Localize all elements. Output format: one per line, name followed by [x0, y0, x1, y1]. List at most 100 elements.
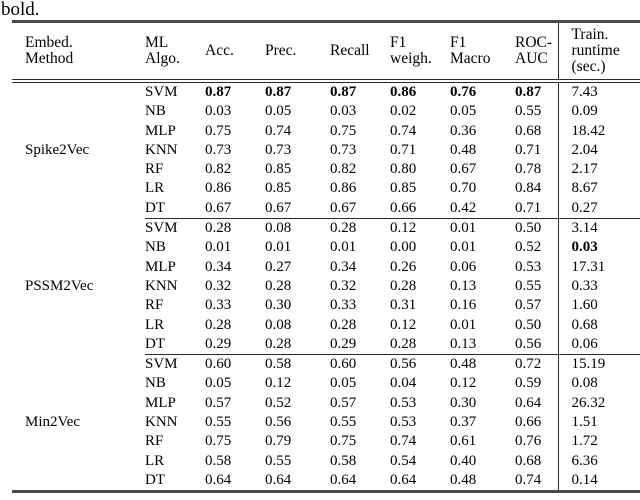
- metric-cell: 0.12: [390, 316, 417, 333]
- metric-cell: 0.28: [265, 335, 292, 352]
- metric-cell: 0.53: [390, 394, 417, 411]
- metric-cell: 0.42: [450, 199, 477, 216]
- metric-cell: 0.28: [390, 335, 417, 352]
- ml-algo-label: KNN: [145, 277, 178, 294]
- runtime-cell: 8.67: [557, 179, 640, 199]
- metric-cell: 0.28: [265, 277, 292, 294]
- table-row: NB 0.05 0.12 0.05 0.04 0.12 0.59 0.08: [12, 374, 640, 394]
- metric-cell: 0.13: [450, 335, 477, 352]
- metric-cell: 0.12: [390, 218, 450, 239]
- metric-cell: 0.52: [515, 239, 542, 256]
- embedding-method-label: Spike2Vec: [25, 142, 90, 159]
- metric-cell: 0.12: [265, 375, 292, 392]
- embedding-method-label: PSSM2Vec: [25, 277, 94, 294]
- table-row: DT 0.67 0.67 0.67 0.66 0.42 0.71 0.27: [12, 198, 640, 219]
- metric-cell: 0.79: [265, 433, 292, 450]
- metric-cell: 0.13: [450, 277, 477, 294]
- metric-cell: 0.66: [515, 414, 542, 431]
- metric-cell: 0.55: [205, 414, 232, 431]
- metric-cell: 0.71: [515, 141, 542, 158]
- metric-cell: 0.29: [330, 335, 357, 352]
- ml-algo-label: DT: [145, 335, 165, 352]
- ml-algo-label: NB: [145, 239, 166, 256]
- metric-cell: 0.67: [330, 199, 357, 216]
- metric-cell: 0.74: [390, 122, 417, 139]
- metric-cell: 0.64: [205, 471, 232, 488]
- metric-cell: 0.12: [450, 375, 477, 392]
- metric-cell: 0.58: [205, 452, 232, 469]
- metric-cell: 0.08: [265, 316, 292, 333]
- metric-cell: 0.50: [515, 316, 542, 333]
- col-header-f1-weigh: F1 weigh.: [390, 21, 450, 83]
- metric-cell: 0.55: [265, 452, 292, 469]
- metric-cell: 0.33: [205, 297, 232, 314]
- metric-cell: 0.31: [390, 297, 417, 314]
- metric-cell: 0.08: [265, 218, 330, 239]
- metric-cell: 0.64: [515, 394, 542, 411]
- ml-algo-label: MLP: [145, 122, 176, 139]
- table-row: LR 0.58 0.55 0.58 0.54 0.40 0.68 6.36: [12, 451, 640, 471]
- ml-algo-label: SVM: [145, 218, 205, 239]
- table-row: MLP 0.34 0.27 0.34 0.26 0.06 0.53 17.31: [12, 257, 640, 277]
- metric-cell: 0.75: [205, 433, 232, 450]
- metric-cell: 0.61: [450, 433, 477, 450]
- metric-cell: 0.86: [330, 180, 357, 197]
- table-row: Min2Vec SVM 0.60 0.58 0.60 0.56 0.48 0.72 15.19: [12, 354, 640, 430]
- table-row: RF 0.75 0.79 0.75 0.74 0.61 0.76 1.72: [12, 432, 640, 452]
- metric-cell: 0.55: [330, 414, 357, 431]
- metric-cell: 0.87: [330, 84, 357, 100]
- metric-cell: 0.28: [205, 316, 232, 333]
- metric-cell: 0.37: [450, 414, 477, 431]
- ml-algo-label: NB: [145, 375, 166, 392]
- ml-algo-label: LR: [145, 180, 165, 197]
- table-row: PSSM2Vec SVM 0.28 0.08 0.28 0.12 0.01 0.50 3.14: [12, 218, 640, 294]
- metric-cell: 0.33: [330, 297, 357, 314]
- runtime-cell: 17.31: [557, 257, 640, 277]
- metric-cell: 0.03: [330, 103, 357, 120]
- runtime-cell: 0.14: [557, 470, 640, 492]
- metric-cell: 0.76: [450, 84, 477, 100]
- ml-algo-label: MLP: [145, 394, 176, 411]
- col-header-embed-method: Embed. Method: [12, 21, 145, 83]
- runtime-cell: 0.08: [557, 374, 640, 394]
- metric-cell: 0.67: [205, 199, 232, 216]
- embedding-method-label: Min2Vec: [25, 413, 80, 430]
- table-row: DT 0.29 0.28 0.29 0.28 0.13 0.56 0.06: [12, 334, 640, 355]
- col-header-acc: Acc.: [205, 21, 265, 83]
- runtime-cell: 1.51: [557, 413, 640, 433]
- metric-cell: 0.71: [390, 141, 417, 158]
- metric-cell: 0.73: [265, 141, 292, 158]
- table-row: MLP 0.57 0.52 0.57 0.53 0.30 0.64 26.32: [12, 393, 640, 414]
- col-header-ml-algo: ML Algo.: [145, 21, 205, 83]
- metric-cell: 0.60: [205, 354, 265, 375]
- metric-cell: 0.55: [515, 277, 542, 294]
- col-header-recall: Recall: [330, 21, 390, 83]
- metric-cell: 0.87: [265, 84, 292, 100]
- metric-cell: 0.74: [265, 122, 292, 139]
- metric-cell: 0.64: [390, 471, 417, 488]
- ml-algo-label: RF: [145, 297, 164, 314]
- metric-cell: 0.28: [330, 218, 390, 239]
- runtime-cell: 2.04: [557, 140, 640, 161]
- metric-cell: 0.85: [265, 180, 292, 197]
- runtime-cell: 26.32: [557, 393, 640, 414]
- metric-cell: 0.86: [390, 84, 417, 100]
- metric-cell: 0.55: [515, 103, 542, 120]
- metric-cell: 0.71: [515, 199, 542, 216]
- metric-cell: 0.00: [390, 239, 417, 256]
- runtime-cell: 0.27: [557, 198, 640, 219]
- metric-cell: 0.30: [265, 297, 292, 314]
- metric-cell: 0.76: [515, 433, 542, 450]
- metric-cell: 0.74: [515, 471, 542, 488]
- metric-cell: 0.64: [330, 471, 357, 488]
- metric-cell: 0.72: [515, 354, 558, 375]
- metric-cell: 0.85: [265, 161, 292, 178]
- results-table: Embed. Method ML Algo. Acc. Prec. Recall…: [12, 20, 640, 494]
- metric-cell: 0.48: [450, 141, 477, 158]
- metric-cell: 0.67: [265, 199, 292, 216]
- ml-algo-label: LR: [145, 452, 165, 469]
- table-row: RF 0.82 0.85 0.82 0.80 0.67 0.78 2.17: [12, 160, 640, 180]
- metric-cell: 0.34: [330, 258, 357, 275]
- metric-cell: 0.68: [515, 452, 542, 469]
